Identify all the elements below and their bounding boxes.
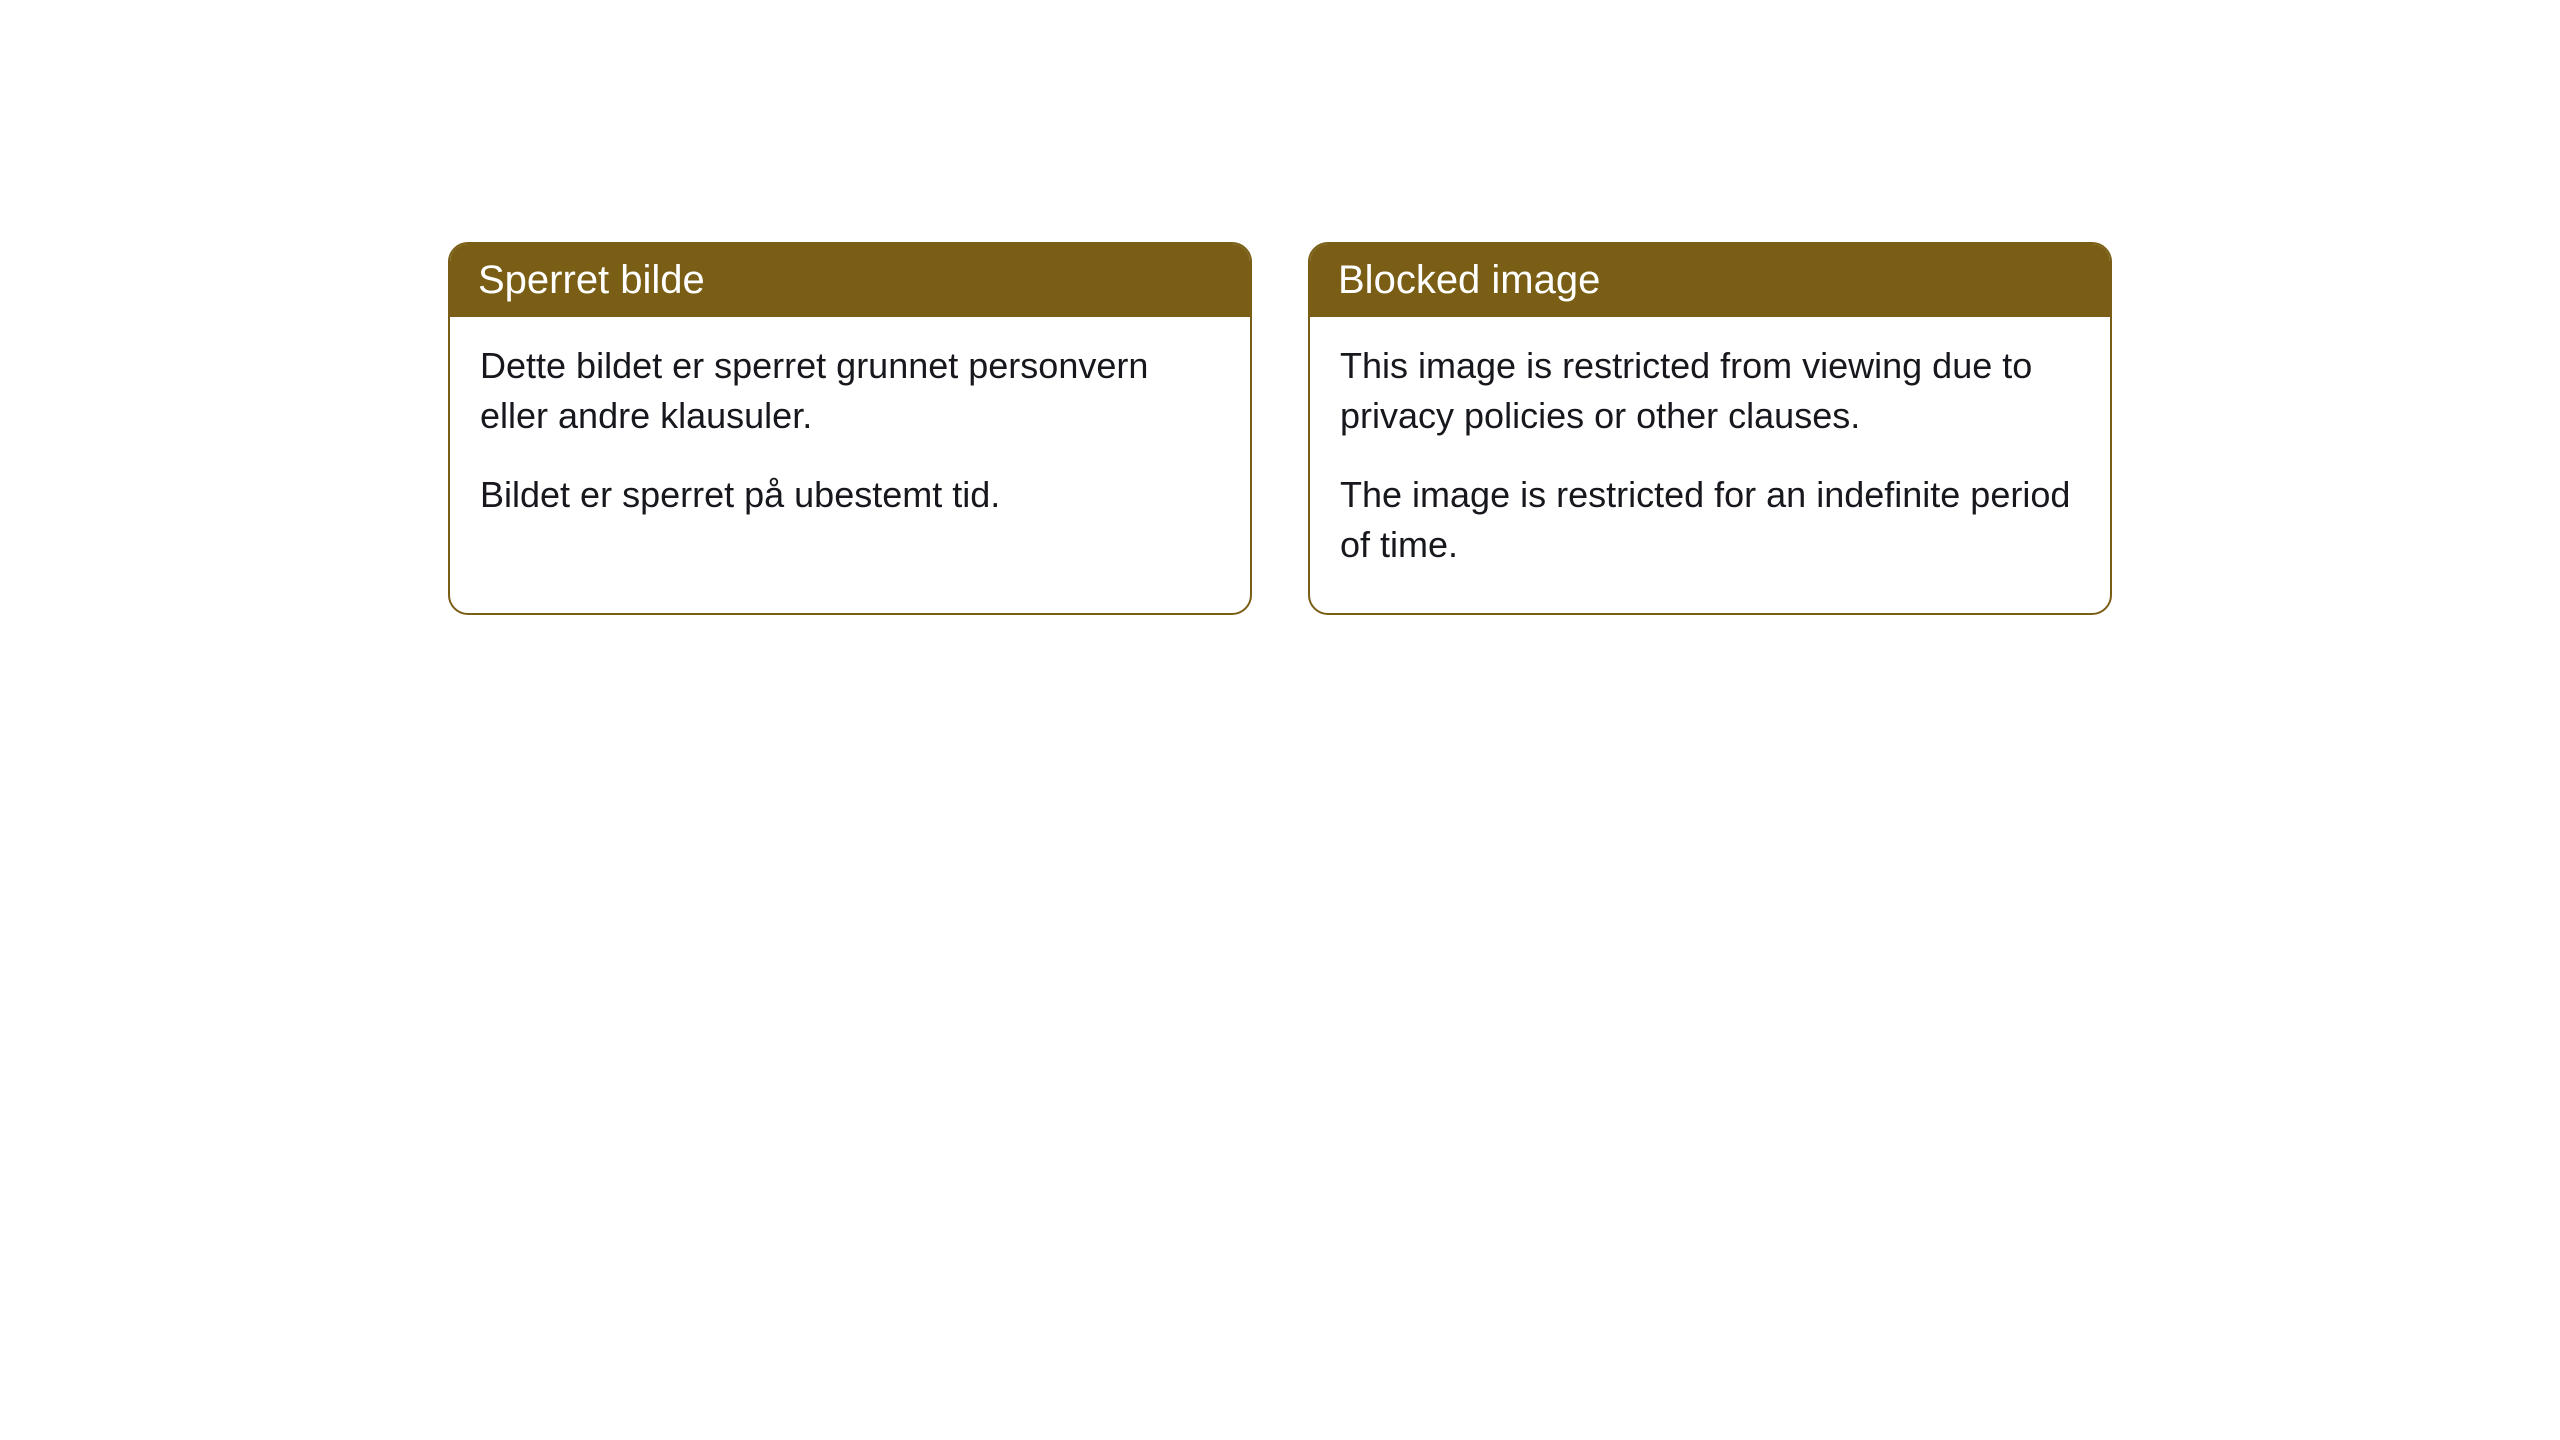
blocked-image-card-english: Blocked image This image is restricted f… xyxy=(1308,242,2112,615)
card-header-norwegian: Sperret bilde xyxy=(450,244,1250,317)
card-body-english: This image is restricted from viewing du… xyxy=(1310,317,2110,613)
card-body-norwegian: Dette bildet er sperret grunnet personve… xyxy=(450,317,1250,562)
blocked-image-card-norwegian: Sperret bilde Dette bildet er sperret gr… xyxy=(448,242,1252,615)
card-text-line1: This image is restricted from viewing du… xyxy=(1340,341,2080,442)
card-title: Sperret bilde xyxy=(478,258,705,302)
card-header-english: Blocked image xyxy=(1310,244,2110,317)
card-title: Blocked image xyxy=(1338,258,1600,302)
notice-cards-container: Sperret bilde Dette bildet er sperret gr… xyxy=(448,242,2112,615)
card-text-line2: Bildet er sperret på ubestemt tid. xyxy=(480,470,1220,520)
card-text-line1: Dette bildet er sperret grunnet personve… xyxy=(480,341,1220,442)
card-text-line2: The image is restricted for an indefinit… xyxy=(1340,470,2080,571)
